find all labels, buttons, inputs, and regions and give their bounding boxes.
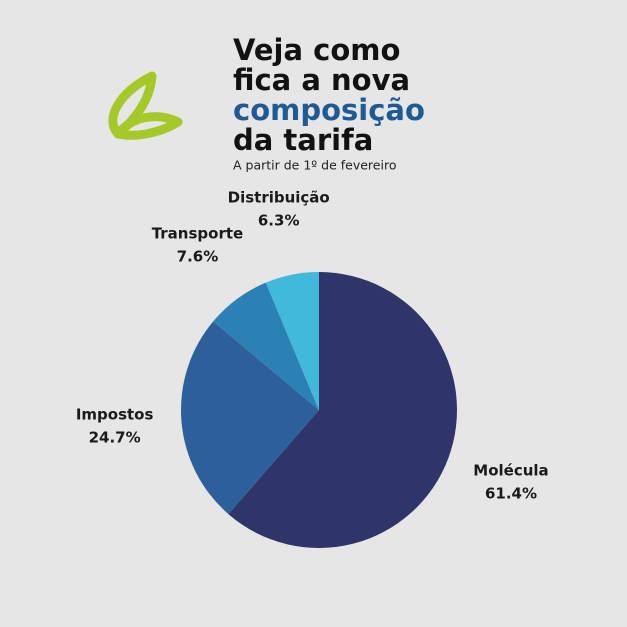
pie-slice [228, 272, 458, 548]
subtitle: A partir de 1º de fevereiro [233, 158, 396, 173]
slice-label: Transporte [152, 224, 244, 242]
title-line: fica a nova [233, 63, 410, 97]
pie-slice [213, 282, 319, 410]
title-line: composição [233, 93, 425, 127]
slice-value: 24.7% [89, 429, 141, 447]
slice-value: 61.4% [485, 484, 537, 502]
pie-slice [265, 272, 319, 410]
slice-value: 6.3% [258, 212, 300, 230]
slice-label: Distribuição [228, 189, 330, 207]
slice-label: Molécula [473, 461, 548, 479]
slice-value: 7.6% [177, 247, 219, 265]
slice-label: Impostos [76, 406, 154, 424]
title-line: Veja como [233, 33, 400, 67]
title-line: da tarifa [233, 123, 373, 157]
logo [108, 71, 183, 140]
pie-slice [180, 321, 319, 515]
